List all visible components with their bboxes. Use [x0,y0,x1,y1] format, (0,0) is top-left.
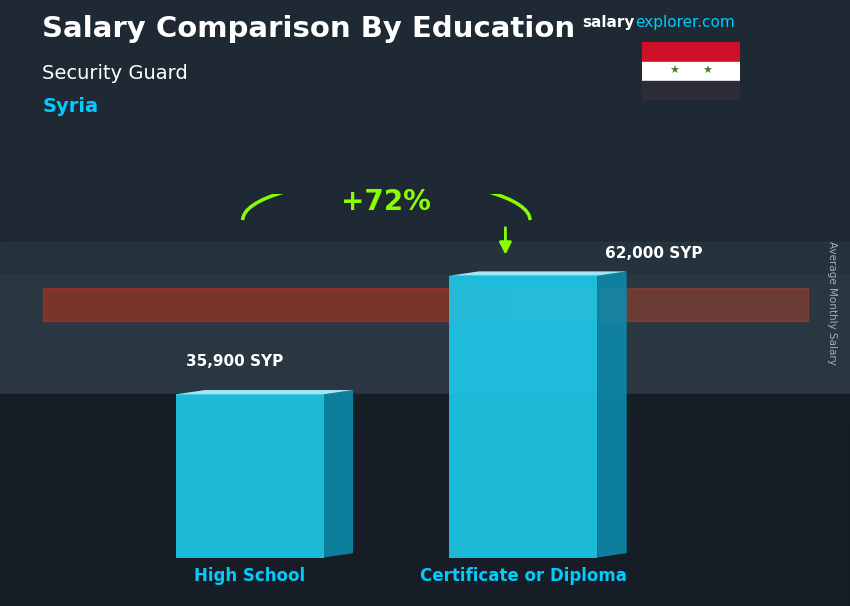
Text: High School: High School [194,567,305,585]
Polygon shape [449,276,597,558]
Bar [642,81,740,100]
Polygon shape [449,271,626,276]
Bar [0,242,850,424]
Text: Syria: Syria [42,97,99,116]
Text: +72%: +72% [342,188,431,216]
Polygon shape [176,390,353,395]
Bar [642,42,740,62]
Bar [0,394,850,606]
Text: ★: ★ [669,66,679,76]
Polygon shape [597,271,626,558]
Bar [0,0,850,273]
Text: Average Monthly Salary: Average Monthly Salary [827,241,837,365]
Bar [642,62,740,81]
Text: Certificate or Diploma: Certificate or Diploma [420,567,626,585]
Text: Salary Comparison By Education: Salary Comparison By Education [42,15,575,43]
Text: ★: ★ [702,66,712,76]
Text: 35,900 SYP: 35,900 SYP [186,354,283,369]
Text: Security Guard: Security Guard [42,64,188,82]
Text: salary: salary [582,15,635,30]
Polygon shape [176,395,324,558]
Text: explorer.com: explorer.com [635,15,734,30]
Bar [510,288,808,321]
Polygon shape [324,390,353,558]
Bar [42,288,510,321]
Text: 62,000 SYP: 62,000 SYP [604,246,702,261]
